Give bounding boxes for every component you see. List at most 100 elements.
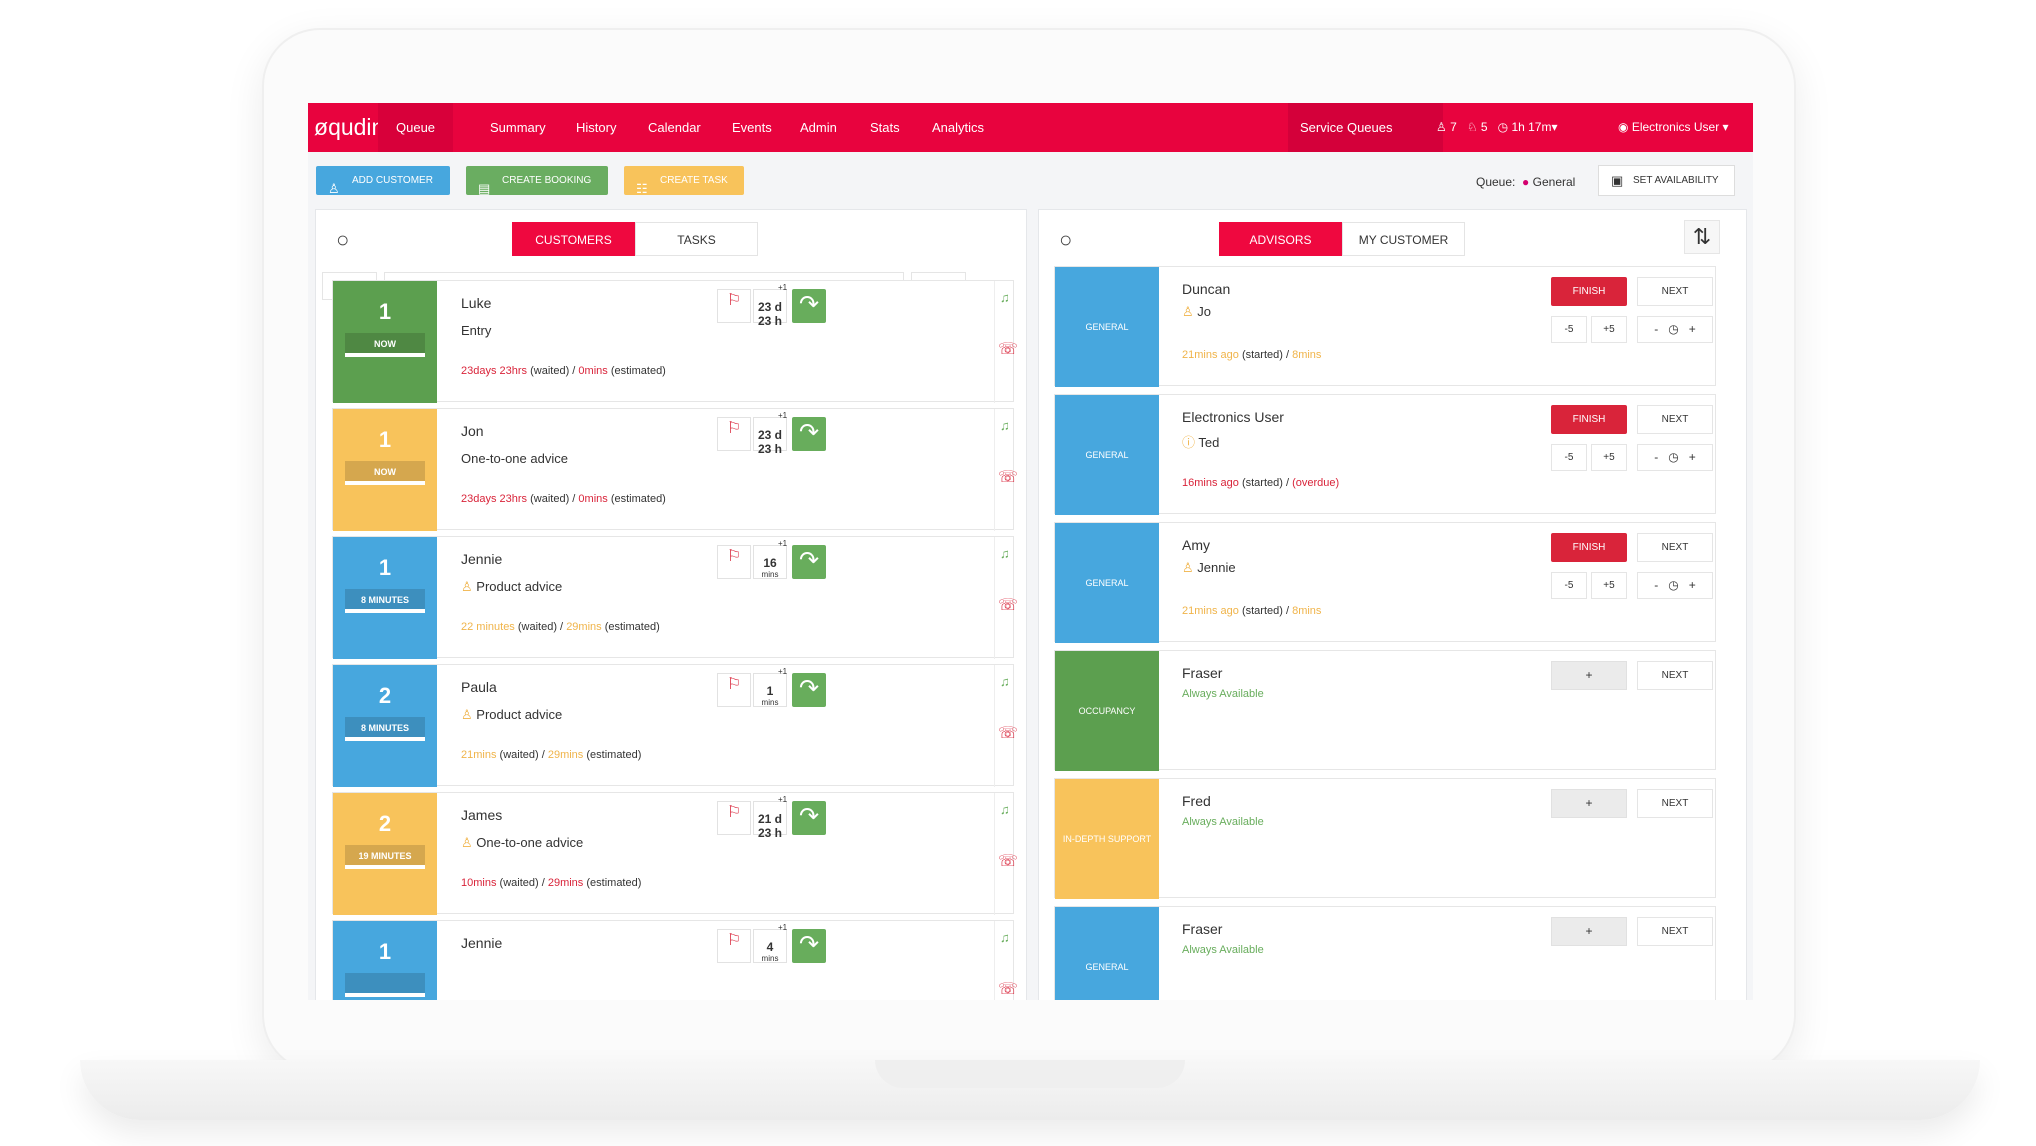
create-task-button[interactable]: ☷ CREATE TASK	[624, 166, 744, 196]
walk-icon[interactable]: ⚐	[717, 417, 751, 451]
cancel-call-icon[interactable]: ☏	[998, 725, 1019, 742]
bell-icon[interactable]: ♫	[1000, 802, 1010, 817]
nav-summary[interactable]: Summary	[490, 120, 546, 135]
tab-advisors[interactable]: ADVISORS	[1219, 222, 1342, 256]
finish-button[interactable]: FINISH	[1551, 277, 1627, 306]
user-menu[interactable]: ◉ Electronics User ▾	[1618, 120, 1729, 134]
calendar-icon: ▤	[478, 181, 491, 196]
next-button[interactable]: NEXT	[1637, 533, 1713, 562]
customer-name: Paula	[461, 679, 497, 695]
advisor-name: Duncan	[1182, 281, 1231, 297]
advisor-category: GENERAL	[1055, 907, 1159, 1000]
bell-icon[interactable]: ♫	[1000, 418, 1010, 433]
add-availability-button[interactable]: +	[1551, 661, 1627, 690]
queue-selector[interactable]: Queue: ● General	[1476, 175, 1576, 189]
walk-icon[interactable]: ⚐	[717, 801, 751, 835]
serve-button[interactable]: ↷	[792, 289, 826, 323]
advisor-name: Fraser	[1182, 921, 1223, 937]
queue-stats[interactable]: ♙ 7 ♘ 5 ◷ 1h 17m▾	[1436, 120, 1558, 134]
timer-control[interactable]: - ◷ +	[1637, 316, 1713, 343]
nav-analytics[interactable]: Analytics	[932, 120, 985, 135]
add-availability-button[interactable]: +	[1551, 789, 1627, 818]
finish-button[interactable]: FINISH	[1551, 533, 1627, 562]
timer-control[interactable]: - ◷ +	[1637, 572, 1713, 599]
walk-icon[interactable]: ⚐	[717, 289, 751, 323]
customer-card[interactable]: 2 19 MINUTES James ♙ One-to-one advice 1…	[332, 792, 1019, 915]
set-availability-button[interactable]: ▣ SET AVAILABILITY	[1598, 165, 1735, 196]
next-button[interactable]: NEXT	[1637, 917, 1713, 946]
plus-one-badge: +1	[778, 667, 788, 676]
add-customer-button[interactable]: ♙ ADD CUSTOMER	[316, 166, 450, 196]
bell-icon[interactable]: ♫	[1000, 546, 1010, 561]
cancel-call-icon[interactable]: ☏	[998, 981, 1019, 998]
tab-my-customer[interactable]: MY CUSTOMER	[1342, 222, 1465, 256]
cancel-call-icon[interactable]: ☏	[998, 853, 1019, 870]
customer-card[interactable]: 1 NOW Luke Entry 23days 23hrs (waited) /…	[332, 280, 1018, 403]
advisor-card[interactable]: GENERAL Fraser Always Available + NEXT	[1054, 906, 1716, 1000]
bell-icon[interactable]: ♫	[1000, 674, 1010, 689]
search-icon[interactable]: ○	[1059, 227, 1073, 252]
advisor-category: GENERAL	[1055, 395, 1159, 515]
customer-card[interactable]: 1 NOW Jon One-to-one advice 23days 23hrs…	[332, 408, 1018, 531]
plus-five-button[interactable]: +5	[1591, 572, 1627, 599]
advisor-name: Electronics User	[1182, 409, 1284, 425]
serve-button[interactable]: ↷	[792, 673, 826, 707]
plus-one-badge: +1	[778, 283, 788, 292]
bell-icon[interactable]: ♫	[1000, 290, 1010, 305]
sort-icon[interactable]: ⇅	[1684, 220, 1720, 254]
next-button[interactable]: NEXT	[1637, 661, 1713, 690]
service-queues-button[interactable]: Service Queues	[1288, 103, 1443, 152]
clock-icon: ◷	[1497, 120, 1509, 134]
cancel-call-icon[interactable]: ☏	[998, 597, 1019, 614]
advisor-category: OCCUPANCY	[1055, 651, 1159, 771]
cancel-call-icon[interactable]: ☏	[998, 341, 1019, 358]
serve-button[interactable]: ↷	[792, 929, 826, 963]
people-icon: ♙	[1436, 120, 1447, 134]
advisor-card[interactable]: GENERAL Amy ♙ Jennie 21mins ago (started)…	[1054, 522, 1716, 643]
card-actions: ♫ ☏	[994, 793, 1019, 915]
next-button[interactable]: NEXT	[1637, 405, 1713, 434]
plus-five-button[interactable]: +5	[1591, 316, 1627, 343]
chevron-down-icon: ▾	[1551, 120, 1558, 134]
nav-stats[interactable]: Stats	[870, 120, 900, 135]
user-icon: ◉	[1618, 120, 1629, 134]
timer-control[interactable]: - ◷ +	[1637, 444, 1713, 471]
nav-events[interactable]: Events	[732, 120, 772, 135]
bell-icon[interactable]: ♫	[1000, 930, 1010, 945]
info-icon: ⓘ	[1182, 435, 1196, 450]
minus-five-button[interactable]: -5	[1551, 316, 1587, 343]
advisor-card[interactable]: OCCUPANCY Fraser Always Available + NEXT	[1054, 650, 1716, 771]
elapsed-time: 23 d 23 h	[753, 417, 787, 456]
finish-button[interactable]: FINISH	[1551, 405, 1627, 434]
serve-button[interactable]: ↷	[792, 417, 826, 451]
add-availability-button[interactable]: +	[1551, 917, 1627, 946]
minus-five-button[interactable]: -5	[1551, 444, 1587, 471]
next-button[interactable]: NEXT	[1637, 277, 1713, 306]
walk-icon[interactable]: ⚐	[717, 929, 751, 963]
nav-history[interactable]: History	[576, 120, 617, 135]
customer-card[interactable]: 1 8 MINUTES Jennie ♙ Product advice 22 m…	[332, 536, 1019, 659]
serve-button[interactable]: ↷	[792, 801, 826, 835]
advisor-card[interactable]: GENERAL Electronics User ⓘ Ted 16mins ago…	[1054, 394, 1716, 515]
customer-card[interactable]: 2 8 MINUTES Paula ♙ Product advice 21min…	[332, 664, 1018, 787]
create-booking-button[interactable]: ▤ CREATE BOOKING	[466, 166, 608, 196]
minus-five-button[interactable]: -5	[1551, 572, 1587, 599]
tab-customers[interactable]: CUSTOMERS	[512, 222, 635, 256]
queue-position-badge: 2 19 MINUTES	[333, 793, 437, 915]
advisor-card[interactable]: GENERAL Duncan ♙ Jo 21mins ago (started) …	[1054, 266, 1716, 387]
walk-icon[interactable]: ⚐	[717, 545, 751, 579]
serve-button[interactable]: ↷	[792, 545, 826, 579]
nav-admin[interactable]: Admin	[800, 120, 837, 135]
search-icon[interactable]: ○	[336, 227, 350, 252]
next-button[interactable]: NEXT	[1637, 789, 1713, 818]
card-actions: ♫ ☏	[994, 537, 1019, 659]
tab-tasks[interactable]: TASKS	[635, 222, 758, 256]
nav-queue[interactable]: Queue	[378, 103, 454, 152]
customer-card[interactable]: 1 Jennie ⚐ 4 mins +1 ↷ ♫ ☏	[332, 920, 1018, 1000]
walk-icon[interactable]: ⚐	[717, 673, 751, 707]
nav-calendar[interactable]: Calendar	[648, 120, 701, 135]
advisor-card[interactable]: IN-DEPTH SUPPORT Fred Always Available + …	[1054, 778, 1716, 899]
cancel-call-icon[interactable]: ☏	[998, 469, 1019, 486]
advisor-name: Fred	[1182, 793, 1211, 809]
plus-five-button[interactable]: +5	[1591, 444, 1627, 471]
